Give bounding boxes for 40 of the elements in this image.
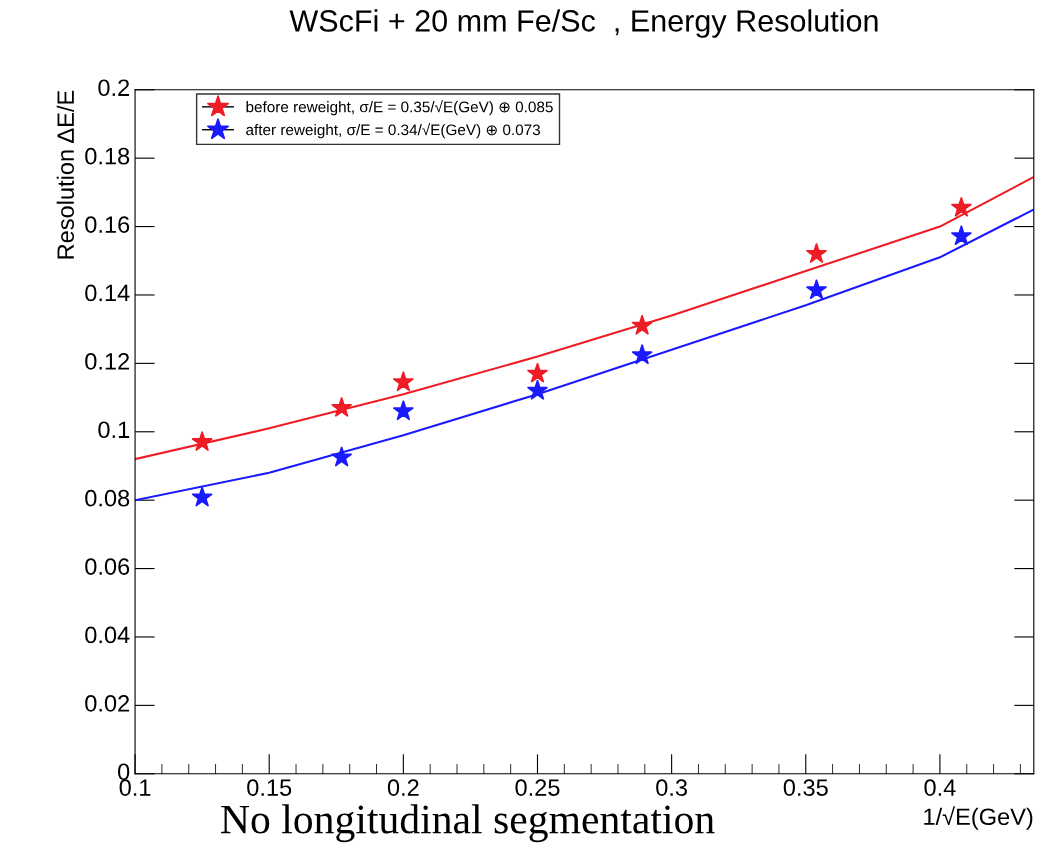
x-tick-label: 0.3 xyxy=(656,779,687,796)
point xyxy=(526,379,549,400)
line-series xyxy=(135,175,1034,461)
y-tick-label: 0 xyxy=(118,763,130,781)
point xyxy=(950,196,972,217)
x-tick-label: 0.4 xyxy=(924,779,956,796)
point xyxy=(331,396,353,417)
chart-title: WScFi + 20 mm Fe/Sc , Energy Resolution xyxy=(289,9,878,38)
y-axis-title: Resolution ΔE/E xyxy=(56,90,75,259)
text: No longitudinal segmentation xyxy=(221,804,715,843)
y-tick-label: 0.04 xyxy=(85,626,130,644)
point xyxy=(392,400,414,421)
y-tick-label: 0.12 xyxy=(85,352,130,370)
point xyxy=(392,371,414,392)
point xyxy=(950,225,972,246)
line-series xyxy=(135,208,1034,502)
y-tick-label: 0.02 xyxy=(85,694,130,712)
y-tick-label: 0.1 xyxy=(98,421,130,439)
point xyxy=(191,486,213,507)
y-tick-label: 0.08 xyxy=(85,489,130,507)
x-tick-label: 0.1 xyxy=(119,779,151,796)
x-tick-label: 0.25 xyxy=(515,779,560,796)
point xyxy=(526,362,549,383)
point xyxy=(191,430,213,452)
point xyxy=(631,314,653,335)
x-tick-label: 0.35 xyxy=(783,779,828,796)
y-tick-label: 0.06 xyxy=(85,558,130,575)
legend-label: after reweight, σ/E = 0.34/√E(GeV) ⊕ 0.073 xyxy=(246,123,540,139)
legend-label: before reweight, σ/E = 0.35/√E(GeV) ⊕ 0.085 xyxy=(246,100,553,116)
y-tick-label: 0.2 xyxy=(98,79,130,97)
y-tick-label: 0.18 xyxy=(85,147,130,165)
point xyxy=(331,446,353,467)
point xyxy=(631,344,653,365)
x-tick-label: 0.2 xyxy=(387,779,419,796)
point xyxy=(805,242,828,264)
y-tick-label: 0.16 xyxy=(85,216,130,233)
x-tick-label: 0.15 xyxy=(247,779,292,796)
x-axis-title: 1/√E(GeV) xyxy=(924,806,1033,830)
y-tick-label: 0.14 xyxy=(85,284,130,302)
point xyxy=(805,279,828,300)
